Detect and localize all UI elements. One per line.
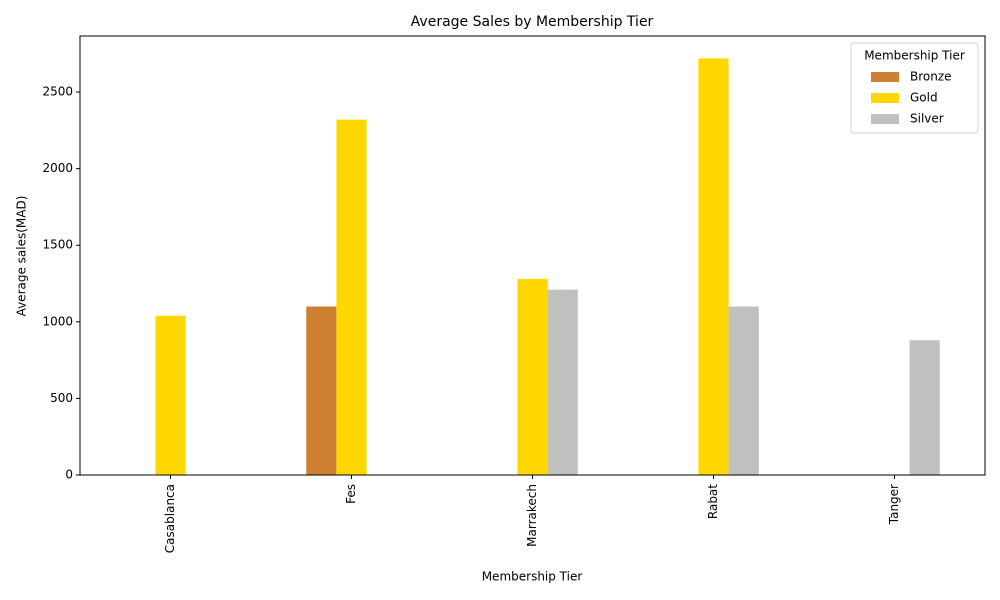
bar (728, 306, 759, 475)
y-axis-label: Average sales(MAD) (15, 196, 29, 317)
y-tick-label: 2500 (42, 85, 73, 99)
bar (698, 58, 729, 475)
x-tick-label: Casablanca (163, 484, 177, 553)
plot-frame (79, 35, 986, 476)
bar (547, 289, 578, 475)
bar (336, 119, 367, 475)
legend-swatch (871, 93, 899, 103)
y-tick-label: 0 (65, 468, 73, 482)
x-tick-label: Marrakech (525, 484, 539, 547)
legend-swatch (871, 72, 899, 82)
bar (517, 278, 548, 475)
y-tick-label: 1500 (42, 238, 73, 252)
x-tick-label: Fes (344, 484, 358, 504)
x-axis-label: Membership Tier (482, 570, 583, 584)
legend-label: Bronze (910, 70, 952, 84)
y-tick-label: 500 (50, 391, 73, 405)
y-tick-label: 2000 (42, 161, 73, 175)
legend-label: Gold (910, 91, 938, 105)
bar (909, 340, 940, 475)
legend-box (850, 42, 979, 134)
legend-swatch (871, 114, 899, 124)
chart-title: Average Sales by Membership Tier (411, 14, 654, 30)
x-tick-label: Tanger (887, 484, 901, 525)
legend-title: Membership Tier (864, 49, 965, 63)
x-tick-label: Rabat (706, 484, 720, 519)
bar (306, 306, 337, 475)
bar (155, 315, 186, 475)
legend-label: Silver (910, 112, 944, 126)
y-tick-label: 1000 (42, 314, 73, 328)
